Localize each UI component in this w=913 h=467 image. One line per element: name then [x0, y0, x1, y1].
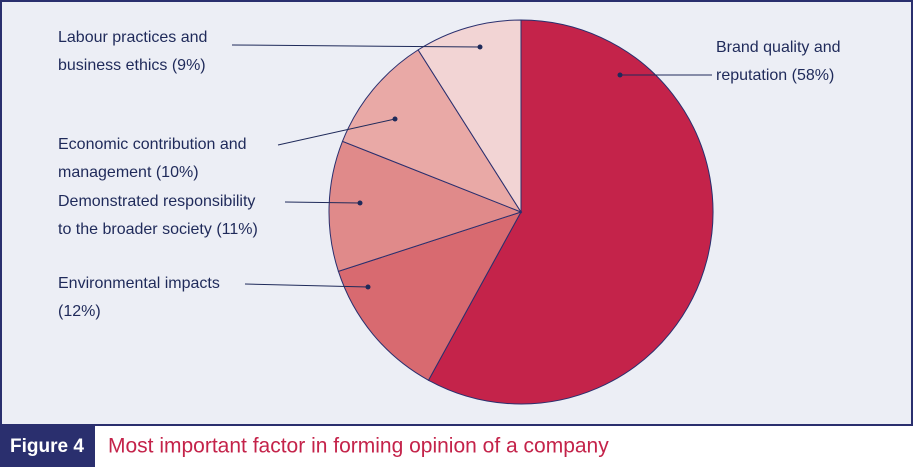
pie-slice — [328, 140, 523, 272]
slice-label: Labour practices and — [58, 29, 207, 46]
leader-dot — [617, 72, 623, 78]
slice-label: (12%) — [58, 303, 101, 320]
pie-slice — [427, 19, 714, 405]
leader-line — [244, 283, 369, 288]
slice-label: to the broader society (11%) — [58, 221, 258, 238]
chart-title: Most important factor in forming opinion… — [108, 435, 609, 458]
slice-label: Brand quality and — [716, 39, 841, 56]
slice-label: business ethics (9%) — [58, 57, 206, 74]
slice-label: Economic contribution and — [58, 136, 247, 153]
slice-label: Environmental impacts — [58, 275, 220, 292]
figure-label: Figure 4 — [10, 436, 84, 457]
slice-label: Demonstrated responsibility — [58, 193, 255, 210]
leader-line — [277, 118, 396, 146]
leader-dot — [477, 44, 483, 50]
figure-label-box — [0, 426, 95, 467]
leader-line — [231, 44, 481, 48]
slice-label: management (10%) — [58, 164, 199, 181]
leader-line — [284, 201, 361, 204]
slice-label: reputation (58%) — [716, 67, 834, 84]
pie-slice — [341, 49, 523, 214]
leader-dot — [365, 284, 371, 290]
pie-slice — [337, 211, 523, 381]
pie-slice — [417, 19, 522, 214]
leader-dot — [392, 116, 398, 122]
leader-dot — [357, 200, 363, 206]
